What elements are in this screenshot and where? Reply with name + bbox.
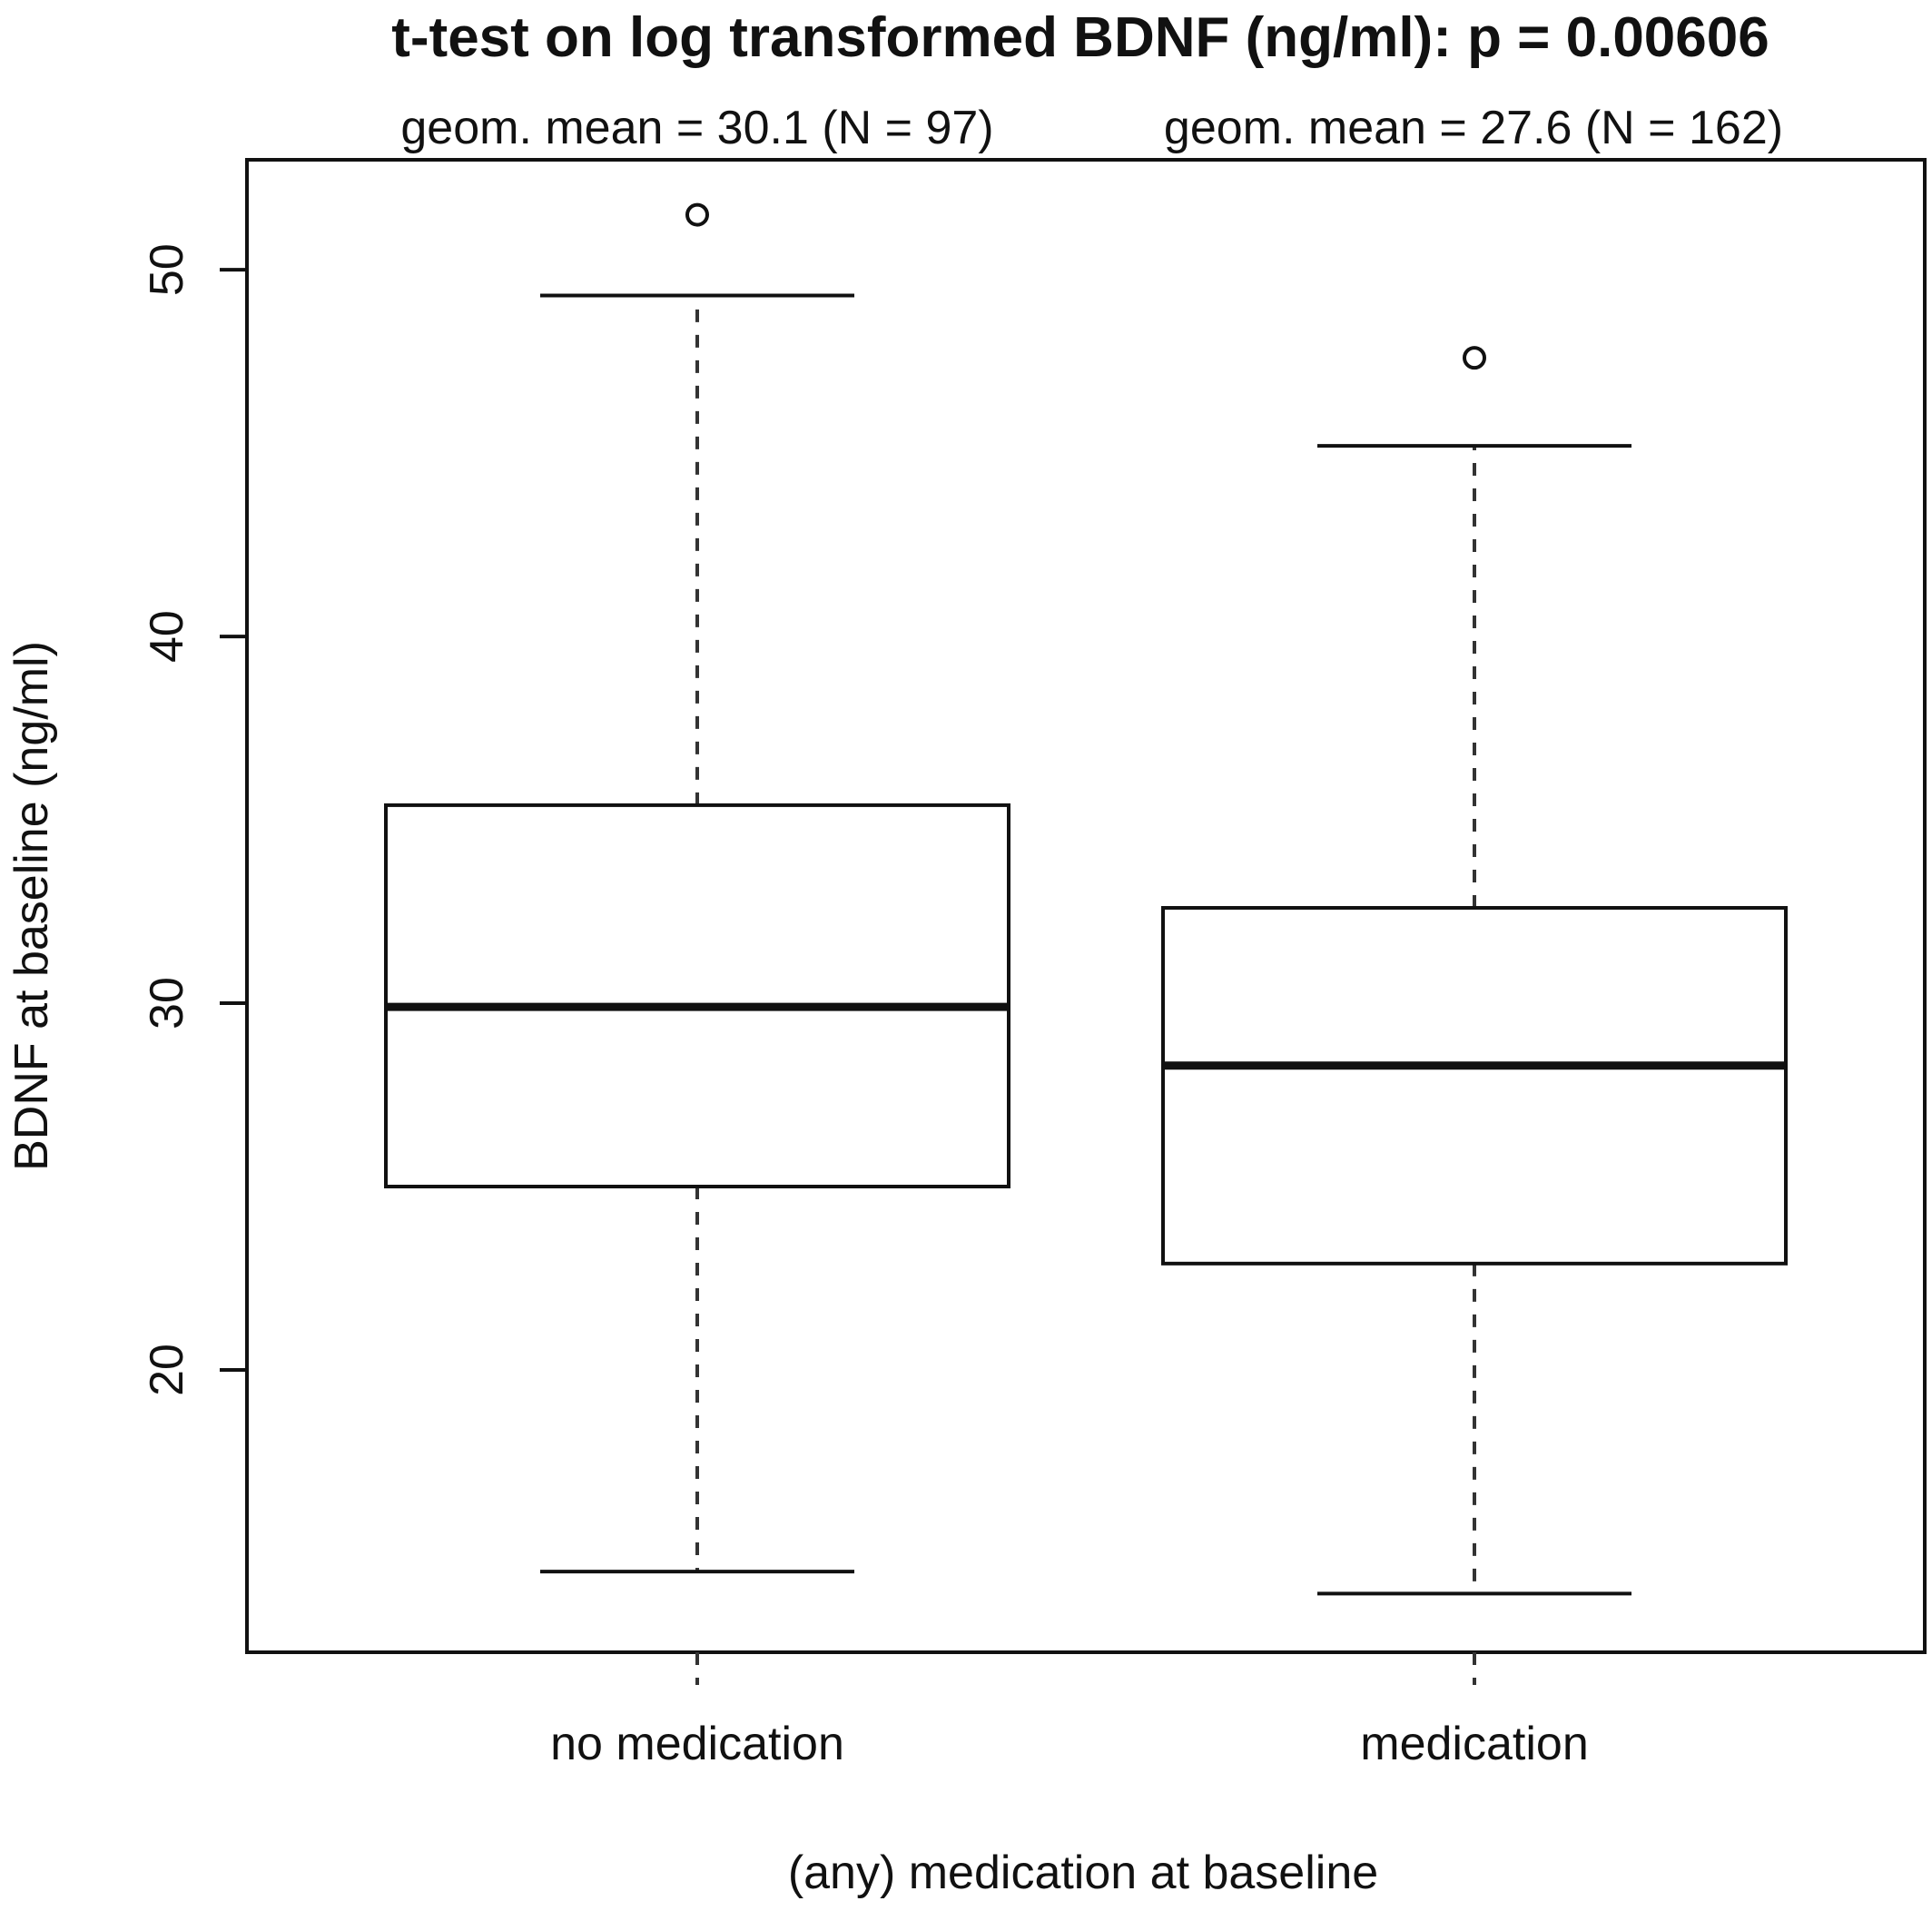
box-1 <box>1161 346 1788 1596</box>
y-tick-label-50: 50 <box>141 243 193 296</box>
x-axis: no medication medication <box>550 1652 1589 1770</box>
annotation-medication: geom. mean = 27.6 (N = 162) <box>1164 102 1783 154</box>
y-axis: 20 30 40 50 <box>141 243 247 1396</box>
y-tick-label-40: 40 <box>141 610 193 663</box>
iqr-box <box>1161 906 1788 1266</box>
x-tick-label-1: medication <box>1360 1718 1588 1770</box>
y-tick-label-20: 20 <box>141 1344 193 1396</box>
y-tick-label-30: 30 <box>141 977 193 1029</box>
y-axis-label: BDNF at baseline (ng/ml) <box>5 641 58 1171</box>
annotation-no-medication: geom. mean = 30.1 (N = 97) <box>400 102 993 154</box>
plot-frame <box>245 158 1927 1654</box>
outlier-point <box>1463 346 1486 370</box>
x-axis-label: (any) medication at baseline <box>788 1847 1378 1899</box>
box-0 <box>384 202 1010 1574</box>
chart-title: t-test on log transformed BDNF (ng/ml): … <box>391 6 1769 69</box>
iqr-box <box>384 803 1010 1189</box>
x-tick-label-0: no medication <box>550 1718 844 1770</box>
outlier-point <box>685 202 709 227</box>
box-group <box>384 202 1788 1596</box>
